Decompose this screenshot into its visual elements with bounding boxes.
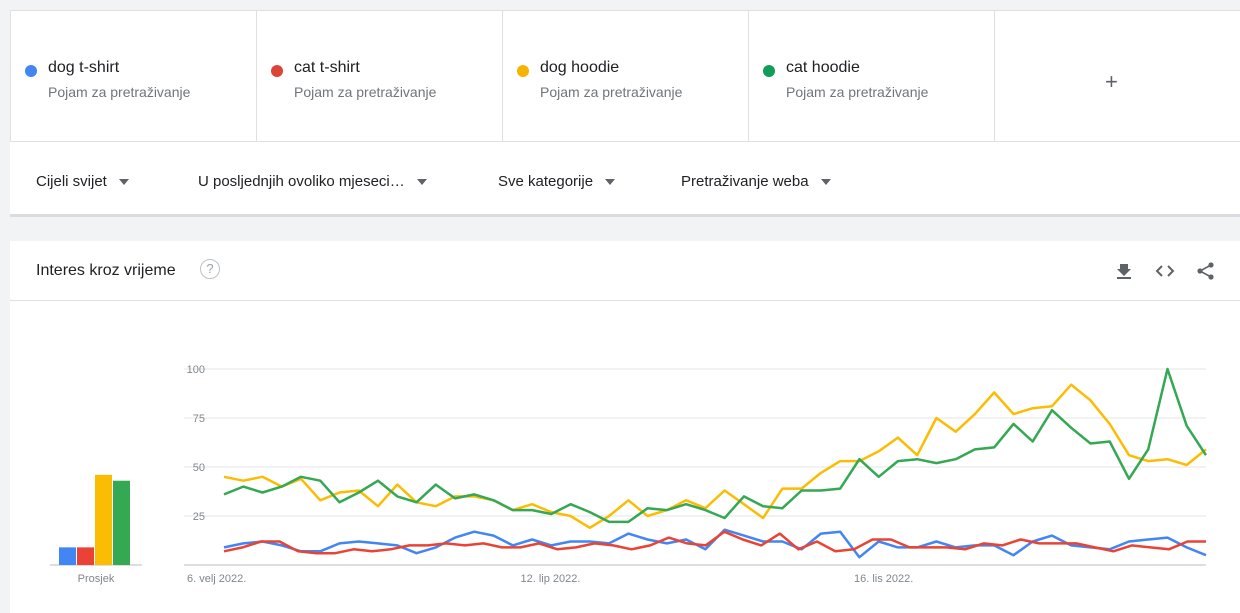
share-icon[interactable] [1196,261,1216,281]
caret-down-icon [605,178,616,185]
y-tick-label: 75 [193,413,205,425]
average-bar[interactable] [77,547,94,565]
average-bar[interactable] [95,474,112,565]
add-term-button[interactable]: + [995,11,1240,141]
plus-icon: + [1105,69,1118,94]
average-bar[interactable] [59,547,76,565]
term-cat-t-shirt[interactable]: cat t-shirt Pojam za pretraživanje [257,11,503,141]
average-label: Prosjek [78,573,115,585]
term-name[interactable]: cat hoodie [786,59,860,76]
term-type: Pojam za pretraživanje [786,84,929,100]
x-tick-label: 12. lip 2022. [521,573,581,585]
term-dog-hoodie[interactable]: dog hoodie Pojam za pretraživanje [503,11,749,141]
filter-time-dropdown[interactable]: U posljednjih ovoliko mjeseci… [198,173,427,190]
term-name[interactable]: dog hoodie [540,59,620,76]
term-color-dot [271,65,283,77]
y-tick-label: 25 [193,511,205,523]
filter-label: Sve kategorije [498,173,594,190]
embed-icon[interactable] [1155,261,1175,281]
term-type: Pojam za pretraživanje [48,84,191,100]
filter-search-type-dropdown[interactable]: Pretraživanje weba [681,173,831,190]
y-tick-label: 100 [187,364,205,376]
term-color-dot [25,65,37,77]
filter-label: U posljednjih ovoliko mjeseci… [198,173,405,190]
series-line-cat-t-shirt[interactable] [223,530,1206,555]
help-icon[interactable]: ? [200,259,220,279]
caret-down-icon [416,178,427,185]
x-tick-label: 16. lis 2022. [854,573,913,585]
interest-over-time-card: Interes kroz vrijeme ? 25 50 75 100 6. velj … [10,241,1240,613]
filter-label: Pretraživanje weba [681,173,809,190]
series-line-dog-hoodie[interactable] [223,383,1207,530]
card-title: Interes kroz vrijeme [36,262,176,279]
term-type: Pojam za pretraživanje [540,84,683,100]
filter-category-dropdown[interactable]: Sve kategorije [498,173,616,190]
download-icon[interactable] [1114,261,1134,281]
x-tick-label: 6. velj 2022. [187,573,246,585]
series-line-cat-hoodie[interactable] [223,367,1208,524]
term-color-dot [517,65,529,77]
term-name[interactable]: dog t-shirt [48,59,120,76]
term-name[interactable]: cat t-shirt [294,59,360,76]
interest-chart[interactable]: 25 50 75 100 6. velj 2022. 12. lip 2022. 16. l… [10,241,1240,613]
caret-down-icon [820,178,831,185]
search-terms-bar: dog t-shirt Pojam za pretraživanje cat t… [10,10,1240,142]
caret-down-icon [118,178,129,185]
term-type: Pojam za pretraživanje [294,84,437,100]
term-cat-hoodie[interactable]: cat hoodie Pojam za pretraživanje [749,11,995,141]
term-color-dot [763,65,775,77]
term-dog-t-shirt[interactable]: dog t-shirt Pojam za pretraživanje [11,11,257,141]
filter-region-dropdown[interactable]: Cijeli svijet [36,173,129,190]
filter-label: Cijeli svijet [36,173,107,190]
card-header: Interes kroz vrijeme ? [10,241,1240,301]
y-tick-label: 50 [193,462,205,474]
filter-bar: Cijeli svijet U posljednjih ovoliko mjes… [10,142,1240,217]
average-bar[interactable] [113,480,130,565]
